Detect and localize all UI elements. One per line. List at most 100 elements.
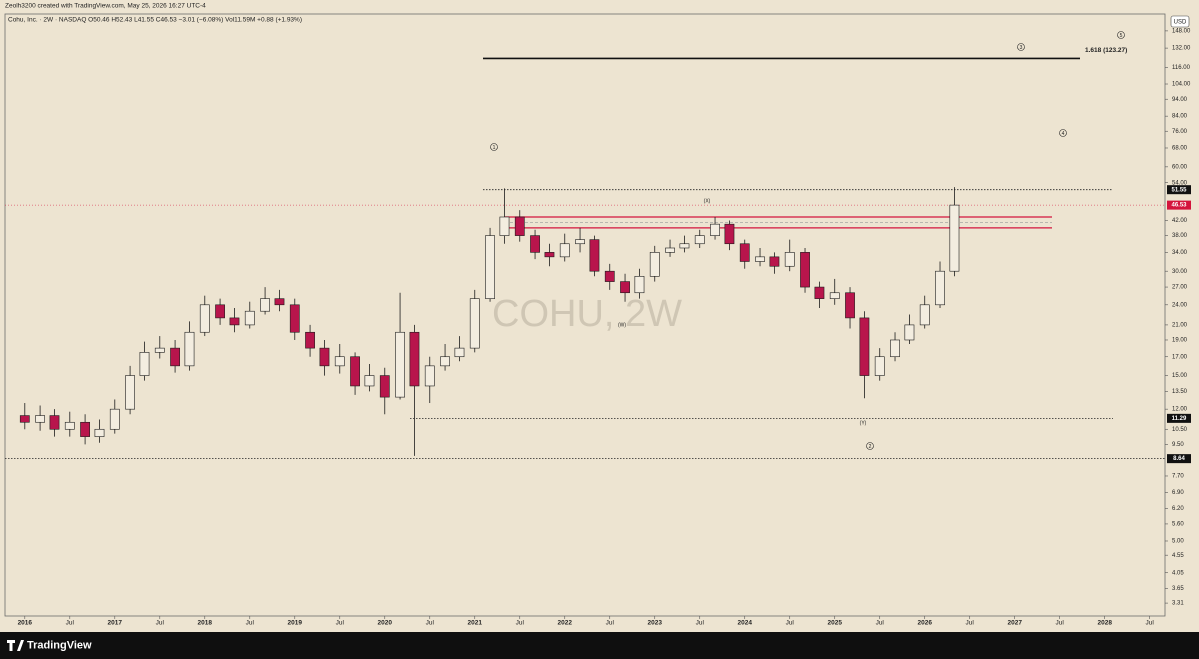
candle-body — [260, 298, 270, 312]
candle-body — [559, 243, 570, 258]
y-tick-label: 116.00 — [1172, 65, 1191, 71]
x-tick-label: 2028 — [1097, 620, 1112, 627]
candle-body — [784, 252, 795, 267]
candle-body — [724, 223, 735, 245]
candle-body — [620, 281, 630, 294]
wave-circle — [1017, 43, 1025, 51]
y-tick-label: 5.00 — [1172, 539, 1184, 545]
x-tick-label: 2026 — [917, 620, 932, 627]
y-tick-label: 6.90 — [1172, 490, 1184, 496]
candle-body — [904, 324, 915, 341]
level-price-box — [1167, 454, 1191, 464]
sub-wave-label: (W) — [618, 322, 626, 328]
candle-body — [890, 339, 900, 358]
y-tick-label: 5.60 — [1172, 522, 1184, 528]
candle-body — [35, 415, 45, 423]
wave-labels: 1 2 3 4 5 (W) (X) (Y) — [490, 31, 1125, 450]
y-tick-label: 17.00 — [1172, 354, 1188, 360]
y-tick-label: 68.00 — [1172, 146, 1188, 152]
candle-body — [829, 292, 840, 299]
candle-body — [184, 331, 195, 367]
wave-label: 4 — [1062, 131, 1065, 137]
x-tick-label: Jul — [156, 620, 165, 627]
x-tick-label: 2021 — [468, 620, 483, 627]
wave-circle — [490, 143, 498, 151]
wave-circle — [1117, 31, 1125, 39]
y-tick-label: 27.00 — [1172, 285, 1188, 291]
y-tick-label: 38.00 — [1172, 233, 1188, 239]
x-tick-label: Jul — [966, 620, 975, 627]
candle-body — [109, 408, 120, 430]
candle-body — [800, 252, 810, 288]
x-tick-label: 2022 — [558, 620, 573, 627]
y-tick-label: 9.50 — [1172, 442, 1184, 448]
wave-label: 2 — [869, 444, 872, 450]
candle-body — [319, 347, 330, 367]
candle-body — [694, 235, 705, 245]
x-tick-label: 2025 — [827, 620, 842, 627]
candle-body — [80, 421, 90, 437]
y-tick-label: 13.50 — [1172, 389, 1188, 395]
candle-body — [19, 415, 30, 423]
y-tick-label: 6.20 — [1172, 506, 1184, 512]
x-tick-label: 2023 — [648, 620, 663, 627]
y-tick-label: 7.70 — [1172, 474, 1184, 480]
y-tick-label: 132.00 — [1172, 46, 1191, 52]
candle-body — [755, 256, 765, 262]
wave-circle — [866, 442, 874, 450]
y-tick-label: 34.00 — [1172, 250, 1188, 256]
candle-body — [739, 243, 750, 262]
x-tick-label: 2024 — [738, 620, 753, 627]
candle-body — [845, 292, 855, 319]
brand: TradingView — [27, 639, 92, 651]
candle-body — [139, 352, 150, 376]
candle-body — [649, 252, 660, 277]
currency: USD — [1174, 20, 1187, 26]
x-tick-label: Jul — [1056, 620, 1065, 627]
candle-body — [949, 204, 960, 272]
y-tick-label: 10.50 — [1172, 427, 1188, 433]
candle-body — [395, 331, 405, 398]
y-tick-label: 94.00 — [1172, 97, 1188, 103]
legend-line: Cohu, Inc. · 2W · NASDAQ O50.46 H52.43 L… — [8, 17, 302, 24]
x-tick-label: 2019 — [288, 620, 303, 627]
y-tick-label: 3.31 — [1172, 601, 1184, 607]
y-tick-label: 4.05 — [1172, 570, 1184, 576]
y-tick-label: 19.00 — [1172, 338, 1188, 344]
y-tick-label: 30.00 — [1172, 269, 1188, 275]
candle-body — [710, 223, 720, 236]
y-tick-label: 3.65 — [1172, 586, 1184, 592]
y-tick-label: 60.00 — [1172, 164, 1188, 170]
x-tick-label: Jul — [336, 620, 345, 627]
candle-body — [244, 310, 255, 326]
candle-body — [544, 252, 555, 258]
level-price-label: 8.64 — [1173, 456, 1185, 462]
credit: Zeolh3200 created with TradingView.com, … — [5, 3, 206, 10]
y-tick-label: 4.55 — [1172, 553, 1184, 559]
x-tick-label: Jul — [516, 620, 525, 627]
candle-body — [334, 356, 345, 367]
wave-label: 3 — [1020, 45, 1023, 51]
candle-body — [305, 331, 315, 349]
candle-body — [350, 356, 360, 387]
wave-label: 5 — [1120, 33, 1123, 39]
sub-wave-label: (X) — [704, 198, 711, 204]
candle-body — [589, 239, 600, 272]
x-tick-label: Jul — [786, 620, 795, 627]
candle-body — [49, 415, 60, 430]
x-tick-label: 2020 — [378, 620, 393, 627]
x-tick-label: Jul — [696, 620, 705, 627]
plot-frame — [4, 13, 1166, 617]
y-tick-label: 84.00 — [1172, 114, 1188, 120]
fib-level-label: 1.618 (123.27) — [1085, 47, 1127, 54]
candle-body — [125, 375, 135, 410]
x-tick-label: 2016 — [18, 620, 33, 627]
candle-body — [514, 216, 525, 236]
x-tick-label: Jul — [426, 620, 435, 627]
candle-body — [274, 298, 285, 306]
x-tick-label: Jul — [606, 620, 615, 627]
x-tick-label: Jul — [1146, 620, 1155, 627]
last-price-label: 46.53 — [1171, 203, 1187, 209]
wave-label: 1 — [493, 145, 496, 151]
brand-logo — [7, 640, 24, 651]
